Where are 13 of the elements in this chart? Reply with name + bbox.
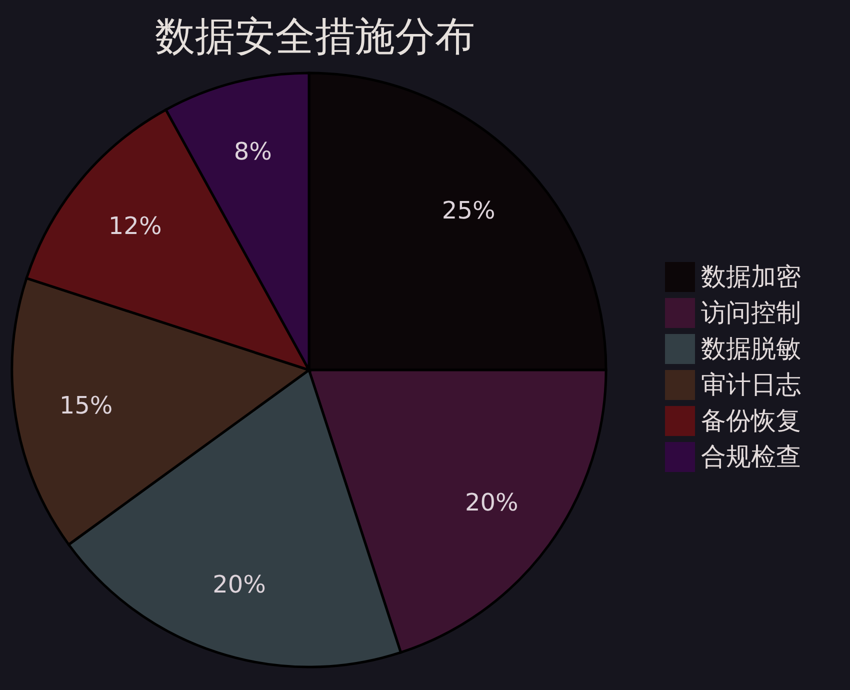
legend-label: 数据加密 [701,262,801,292]
data-label: 20% [212,570,266,599]
data-label: 8% [234,137,272,166]
data-label: 20% [464,488,518,517]
legend-label: 合规检查 [701,442,801,472]
legend-label: 备份恢复 [701,406,801,436]
data-label: 12% [108,212,162,240]
legend-label: 审计日志 [701,370,801,400]
chart-title: 数据安全措施分布 [154,13,476,62]
legend-label: 数据脱敏 [701,334,801,364]
legend-label: 访问控制 [701,298,801,328]
data-label: 15% [59,391,113,420]
data-label: 25% [442,196,496,224]
